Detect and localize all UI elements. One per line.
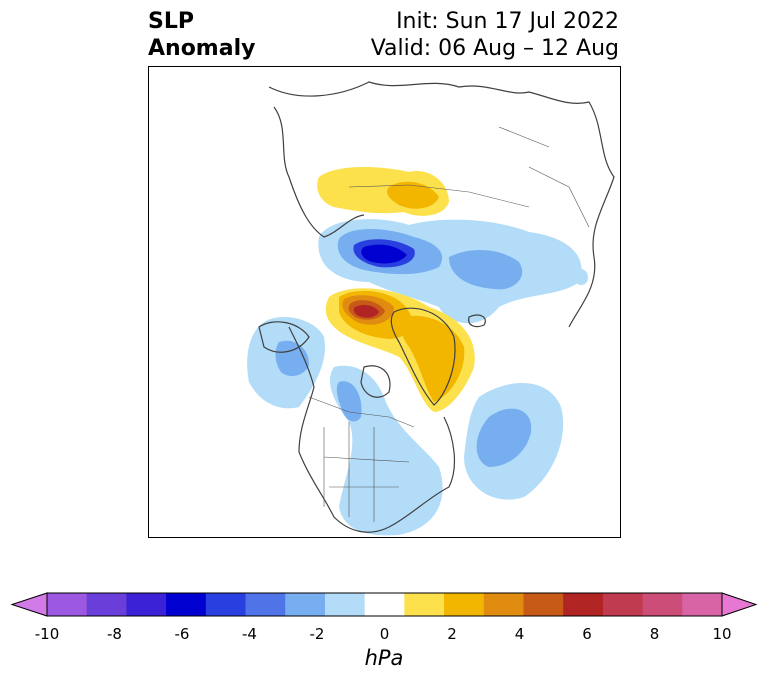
- colorbar-bin: [86, 593, 127, 616]
- valid-range: Valid: 06 Aug – 12 Aug: [370, 36, 619, 61]
- colorbar-segments: [10, 592, 758, 617]
- anomaly-eurasia-positive-core: [387, 181, 439, 209]
- init-date: Init: Sun 17 Jul 2022: [396, 9, 619, 34]
- anomaly-shading: [247, 167, 588, 536]
- coast-north-america: [288, 326, 455, 533]
- colorbar-tick-label: -4: [242, 625, 257, 643]
- colorbar-bin: [483, 593, 524, 616]
- border-states: [323, 422, 410, 522]
- colorbar-bin: [245, 593, 286, 616]
- slp-anomaly-map: [148, 66, 621, 538]
- colorbar-bin: [47, 593, 88, 616]
- border-us-canada: [308, 396, 415, 428]
- title-left: SLP Anomaly: [148, 8, 255, 62]
- title-slp: SLP: [148, 9, 194, 34]
- title-right: Init: Sun 17 Jul 2022 Valid: 06 Aug – 12…: [371, 8, 619, 62]
- colorbar: [10, 592, 758, 617]
- colorbar-frame: [46, 592, 723, 617]
- anomaly-canada-positive-core: [353, 304, 379, 318]
- colorbar-tick-label: 0: [379, 625, 390, 643]
- coast-iceland: [468, 314, 486, 328]
- anomaly-arctic-negative-core: [361, 244, 407, 264]
- anomaly-interior-negative-core: [336, 381, 362, 422]
- colorbar-bin: [642, 593, 683, 616]
- colorbar-tick-label: 2: [447, 625, 457, 643]
- colorbar-extend-low: [10, 592, 48, 617]
- colorbar-tick-label: 8: [649, 625, 660, 643]
- colorbar-tick-label: 4: [514, 625, 525, 643]
- colorbar-tick-label: -8: [107, 625, 122, 643]
- colorbar-extend-high: [721, 592, 758, 617]
- colorbar-bin: [523, 593, 564, 616]
- anomaly-siberia-negative: [449, 250, 523, 290]
- title-anomaly: Anomaly: [148, 36, 256, 61]
- coast-eurasia: [268, 81, 615, 328]
- colorbar-bin: [404, 593, 445, 616]
- colorbar-bin: [563, 593, 604, 616]
- anomaly-siberia-dot: [573, 268, 588, 286]
- coastlines: [258, 81, 615, 533]
- colorbar-tick-label: -10: [34, 625, 60, 643]
- colorbar-tick-label: -2: [309, 625, 325, 643]
- colorbar-bin: [324, 593, 366, 616]
- colorbar-tick-label: -6: [174, 625, 190, 643]
- colorbar-tick-label: 6: [582, 625, 592, 643]
- colorbar-bin: [285, 593, 326, 616]
- map-canvas: [247, 81, 615, 536]
- colorbar-bin: [166, 593, 207, 616]
- colorbar-bin: [602, 593, 644, 616]
- colorbar-bin: [444, 593, 485, 616]
- coast-alaska: [258, 321, 310, 353]
- colorbar-bin: [126, 593, 167, 616]
- colorbar-bin: [364, 593, 405, 616]
- coast-greenland: [390, 307, 456, 406]
- anomaly-atlantic-negative-core: [476, 408, 532, 467]
- border-asia: [498, 126, 590, 228]
- borders: [308, 126, 590, 522]
- coast-hudson-bay: [360, 365, 391, 398]
- coast-europe: [273, 106, 365, 238]
- colorbar-bin: [205, 593, 247, 616]
- colorbar-unit: hPa: [364, 646, 404, 670]
- colorbar-bin: [682, 593, 723, 616]
- border-russia: [348, 184, 530, 208]
- colorbar-tick-label: 10: [712, 625, 732, 643]
